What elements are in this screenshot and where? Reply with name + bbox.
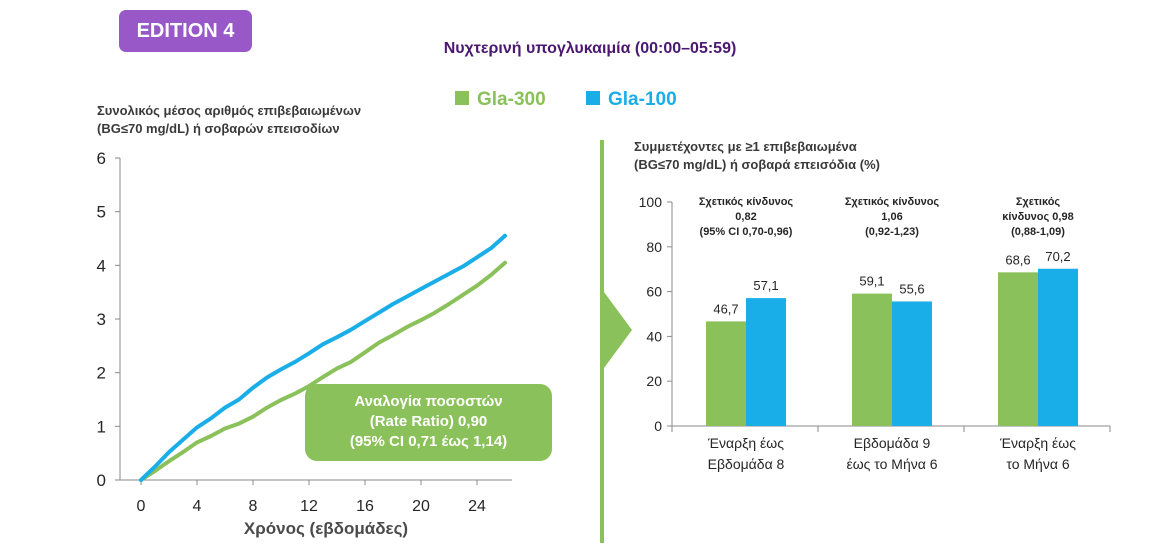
relative-risk-annotation: 0,82 bbox=[735, 211, 756, 223]
bar-category-label-line2: έως το Μήνα 6 bbox=[846, 456, 937, 472]
relative-risk-annotation: Σχετικός bbox=[1016, 196, 1061, 208]
line-chart-xtick-label: 8 bbox=[249, 498, 258, 515]
bar-gla300-cat2 bbox=[852, 293, 892, 426]
legend-item-gla100: Gla-100 bbox=[586, 89, 677, 111]
bar-category-label-line2: το Μήνα 6 bbox=[1006, 456, 1069, 472]
relative-risk-annotation: (0,88-1,09) bbox=[1011, 226, 1065, 238]
bar-chart-ytick-label: 40 bbox=[646, 328, 662, 344]
legend-label-gla100: Gla-100 bbox=[608, 89, 677, 110]
bar-chart-ylabel-line2: (BG≤70 mg/dL) ή σοβαρά επεισόδια (%) bbox=[634, 157, 880, 172]
bar-category-label-line1: Εβδομάδα 9 bbox=[854, 435, 931, 451]
bar-gla300-cat1 bbox=[706, 321, 746, 426]
bar-category-label-line1: Έναρξη έως bbox=[707, 435, 784, 451]
rate-ratio-line1: Αναλογία ποσοστών bbox=[354, 393, 503, 410]
relative-risk-annotation: 1,06 bbox=[881, 211, 902, 223]
bar-gla300-cat3 bbox=[998, 272, 1038, 426]
edition-badge: EDITION 4 bbox=[119, 10, 252, 52]
bar-value-label: 46,7 bbox=[713, 301, 738, 316]
legend-label-gla300: Gla-300 bbox=[477, 89, 546, 110]
line-chart-ytick-label: 0 bbox=[97, 471, 106, 490]
line-series-gla100 bbox=[139, 233, 507, 482]
rate-ratio-line3: (95% CI 0,71 έως 1,14) bbox=[349, 433, 508, 450]
line-chart-xtick-label: 24 bbox=[468, 498, 486, 515]
line-chart-ytick-label: 3 bbox=[97, 310, 106, 329]
bar-category-label-line1: Έναρξη έως bbox=[999, 435, 1076, 451]
relative-risk-annotation: Σχετικός κίνδυνος bbox=[699, 196, 794, 208]
bar-chart-ytick-label: 20 bbox=[646, 373, 662, 389]
line-chart-ytick-label: 1 bbox=[97, 417, 106, 436]
bar-value-label: 57,1 bbox=[753, 278, 778, 293]
bar-gla100-cat1 bbox=[746, 298, 786, 426]
line-chart-ylabel: Συνολικός μέσος αριθμός επιβεβαιωμένων (… bbox=[97, 102, 427, 138]
bar-gla100-cat2 bbox=[892, 301, 932, 426]
bar-chart-ytick-label: 0 bbox=[654, 418, 662, 434]
rate-ratio-box: Αναλογία ποσοστών (Rate Ratio) 0,90 (95%… bbox=[305, 384, 552, 461]
bar-value-label: 68,6 bbox=[1005, 252, 1030, 267]
line-chart-ylabel-line2: (BG≤70 mg/dL) ή σοβαρών επεισοδίων bbox=[97, 121, 340, 136]
bar-value-label: 55,6 bbox=[899, 281, 924, 296]
line-chart-xlabel: Χρόνος (εβδομάδες) bbox=[244, 519, 408, 538]
line-chart-ylabel-line1: Συνολικός μέσος αριθμός επιβεβαιωμένων bbox=[97, 103, 362, 118]
bar-chart-ytick-label: 80 bbox=[646, 239, 662, 255]
line-chart-ytick-label: 5 bbox=[97, 203, 106, 222]
line-series-gla300 bbox=[139, 260, 507, 482]
line-chart-xtick-label: 20 bbox=[412, 498, 430, 515]
legend-swatch-gla100 bbox=[586, 90, 600, 105]
rate-ratio-line2: (Rate Ratio) 0,90 bbox=[369, 413, 488, 430]
line-chart-xtick-label: 12 bbox=[300, 498, 318, 515]
line-chart-ytick-label: 2 bbox=[97, 364, 106, 383]
line-chart-ytick-label: 6 bbox=[97, 149, 106, 168]
bar-category-label-line2: Εβδομάδα 8 bbox=[708, 456, 785, 472]
bar-value-label: 59,1 bbox=[859, 274, 884, 289]
bar-gla100-cat3 bbox=[1038, 268, 1078, 426]
bar-chart-ylabel-line1: Συμμετέχοντες με ≥1 επιβεβαιωμένα bbox=[634, 139, 857, 154]
line-chart-ytick-label: 4 bbox=[97, 256, 106, 275]
relative-risk-annotation: κίνδυνος 0,98 bbox=[1002, 211, 1073, 223]
relative-risk-annotation: Σχετικός κίνδυνος bbox=[845, 196, 940, 208]
section-divider bbox=[600, 140, 604, 543]
relative-risk-annotation: (95% CI 0,70-0,96) bbox=[700, 226, 793, 238]
page-title: Νυχτερινή υπογλυκαιμία (00:00–05:59) bbox=[443, 40, 737, 57]
line-chart-xtick-label: 4 bbox=[193, 498, 202, 515]
line-chart-xtick-label: 16 bbox=[356, 498, 374, 515]
bar-chart-ytick-label: 60 bbox=[646, 284, 662, 300]
relative-risk-annotation: (0,92-1,23) bbox=[865, 226, 919, 238]
bar-chart-ytick-label: 100 bbox=[639, 194, 663, 210]
bar-value-label: 70,2 bbox=[1045, 249, 1070, 264]
bar-chart-ylabel: Συμμετέχοντες με ≥1 επιβεβαιωμένα (BG≤70… bbox=[634, 138, 964, 174]
arrow-right-icon bbox=[604, 292, 632, 368]
line-chart-xtick-label: 0 bbox=[137, 498, 146, 515]
legend-swatch-gla300 bbox=[455, 90, 469, 105]
legend-item-gla300: Gla-300 bbox=[455, 89, 546, 111]
